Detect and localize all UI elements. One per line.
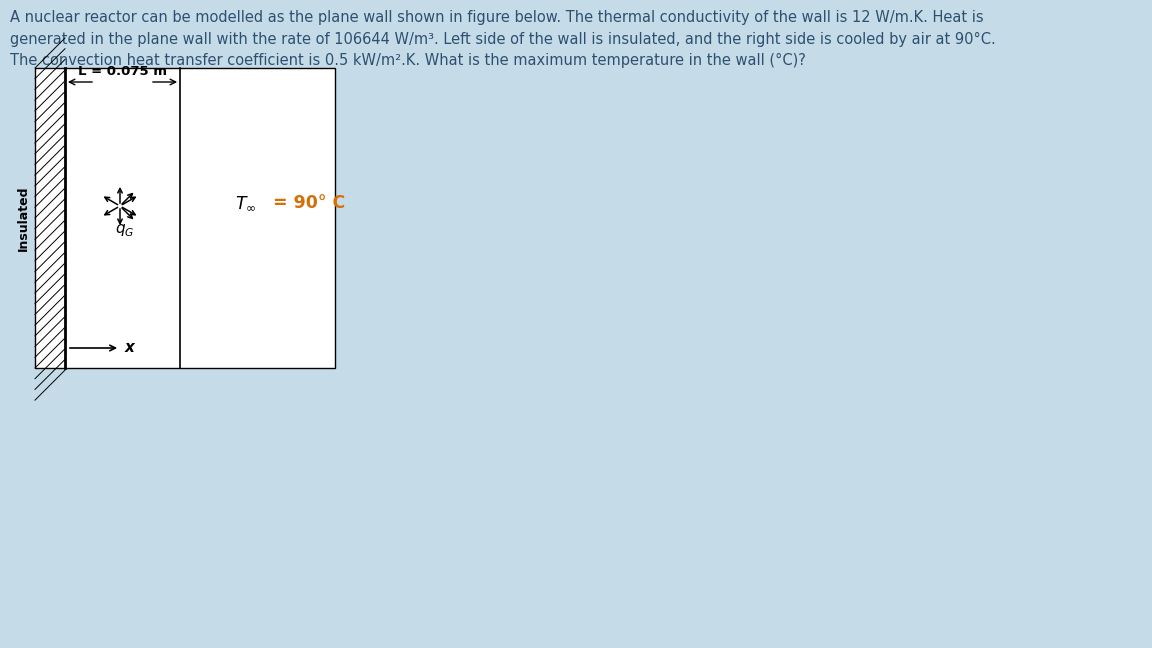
Text: A nuclear reactor can be modelled as the plane wall shown in figure below. The t: A nuclear reactor can be modelled as the… bbox=[10, 10, 995, 68]
Text: = 90° C: = 90° C bbox=[273, 194, 346, 212]
Text: L = 0.075 m: L = 0.075 m bbox=[78, 65, 167, 78]
Text: $\dot{q}_G$: $\dot{q}_G$ bbox=[115, 218, 135, 239]
Text: Insulated: Insulated bbox=[16, 185, 30, 251]
Text: $T_\infty$: $T_\infty$ bbox=[235, 194, 257, 212]
Bar bbox=[35, 68, 335, 368]
Text: x: x bbox=[126, 340, 135, 356]
